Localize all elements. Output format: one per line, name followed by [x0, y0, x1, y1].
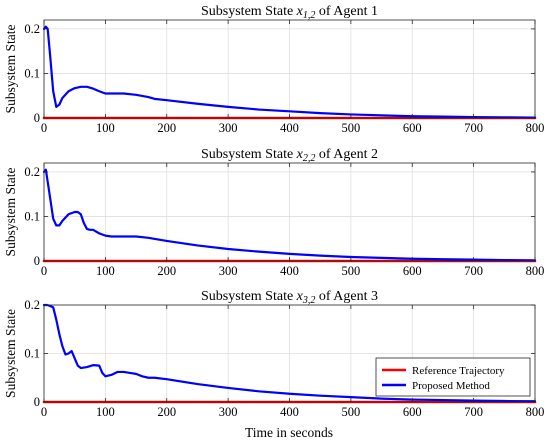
chart-1-x-tick-label: 700	[464, 121, 483, 135]
chart-2-x-tick-label: 200	[157, 264, 176, 278]
chart-1-x-tick-label: 600	[403, 121, 422, 135]
chart-1-x-tick-label: 0	[41, 121, 47, 135]
chart-2-y-tick-label: 0.2	[24, 165, 40, 179]
legend-entry-label: Proposed Method	[412, 380, 490, 392]
chart-1-series-proposed-method-line	[42, 25, 537, 119]
chart-2-series-proposed-method-line	[42, 168, 537, 262]
chart-3-title: Subsystem State x3,2 of Agent 3	[201, 289, 378, 306]
chart-2-y-axis-label: Subsystem State	[3, 168, 18, 257]
chart-2-y-tick-label: 0.1	[24, 209, 40, 223]
chart-1-x-tick-label: 200	[157, 121, 176, 135]
chart-3-x-tick-label: 200	[157, 405, 176, 419]
chart-2-x-tick-label: 800	[526, 264, 545, 278]
chart-3-legend: Reference Trajectory Proposed Method	[375, 357, 531, 397]
chart-3-y-tick-label: 0.1	[24, 347, 40, 361]
chart-1-y-tick-label: 0	[34, 111, 40, 125]
chart-1-x-tick-label: 400	[280, 121, 299, 135]
chart-2-x-tick-label: 100	[96, 264, 115, 278]
chart-1-y-axis-label: Subsystem State	[3, 25, 18, 114]
chart-3-x-tick-label: 800	[526, 405, 545, 419]
chart-1-x-tick-label: 300	[219, 121, 238, 135]
chart-3: 0 100 200 300 400 500 600 700 800 0 0.1 0.2 Subsyste…	[3, 289, 544, 419]
chart-3-y-tick-label: 0	[34, 395, 40, 409]
chart-2-x-tick-label: 600	[403, 264, 422, 278]
chart-3-x-tick-label: 700	[464, 405, 483, 419]
chart-2: 0 100 200 300 400 500 600 700 800 0 0.1 0.2 Subsyste…	[3, 147, 544, 278]
legend-entry-label: Reference Trajectory	[412, 365, 505, 377]
chart-1: 0 100 200 300 400 500 600 700 800 0 0.1 0.2 Subsyste…	[3, 4, 544, 135]
chart-3-x-tick-label: 500	[342, 405, 361, 419]
chart-3-x-tick-label: 600	[403, 405, 422, 419]
legend-box	[375, 357, 531, 397]
chart-2-x-tick-label: 700	[464, 264, 483, 278]
chart-3-x-tick-label: 300	[219, 405, 238, 419]
chart-1-y-tick-label: 0.2	[24, 22, 40, 36]
chart-2-x-tick-label: 400	[280, 264, 299, 278]
chart-1-x-tick-label: 800	[526, 121, 545, 135]
chart-3-series-proposed-method-line	[42, 303, 537, 403]
chart-3-x-tick-label: 100	[96, 405, 115, 419]
chart-panels: 0 100 200 300 400 500 600 700 800 0 0.1 0.2 Subsyste…	[3, 4, 544, 419]
chart-2-x-tick-label: 300	[219, 264, 238, 278]
chart-2-x-tick-label: 500	[342, 264, 361, 278]
chart-2-y-tick-label: 0	[34, 254, 40, 268]
chart-3-x-tick-label: 0	[41, 405, 47, 419]
chart-1-x-tick-label: 100	[96, 121, 115, 135]
chart-2-title: Subsystem State x2,2 of Agent 2	[201, 147, 378, 164]
x-axis-label: Time in seconds	[245, 425, 333, 440]
chart-3-y-axis-label: Subsystem State	[3, 309, 18, 398]
chart-3-x-tick-label: 400	[280, 405, 299, 419]
chart-1-title: Subsystem State x1,2 of Agent 1	[201, 4, 378, 21]
chart-2-x-tick-label: 0	[41, 264, 47, 278]
chart-3-y-tick-label: 0.2	[24, 298, 40, 312]
chart-1-x-tick-label: 500	[342, 121, 361, 135]
chart-1-y-tick-label: 0.1	[24, 66, 40, 80]
